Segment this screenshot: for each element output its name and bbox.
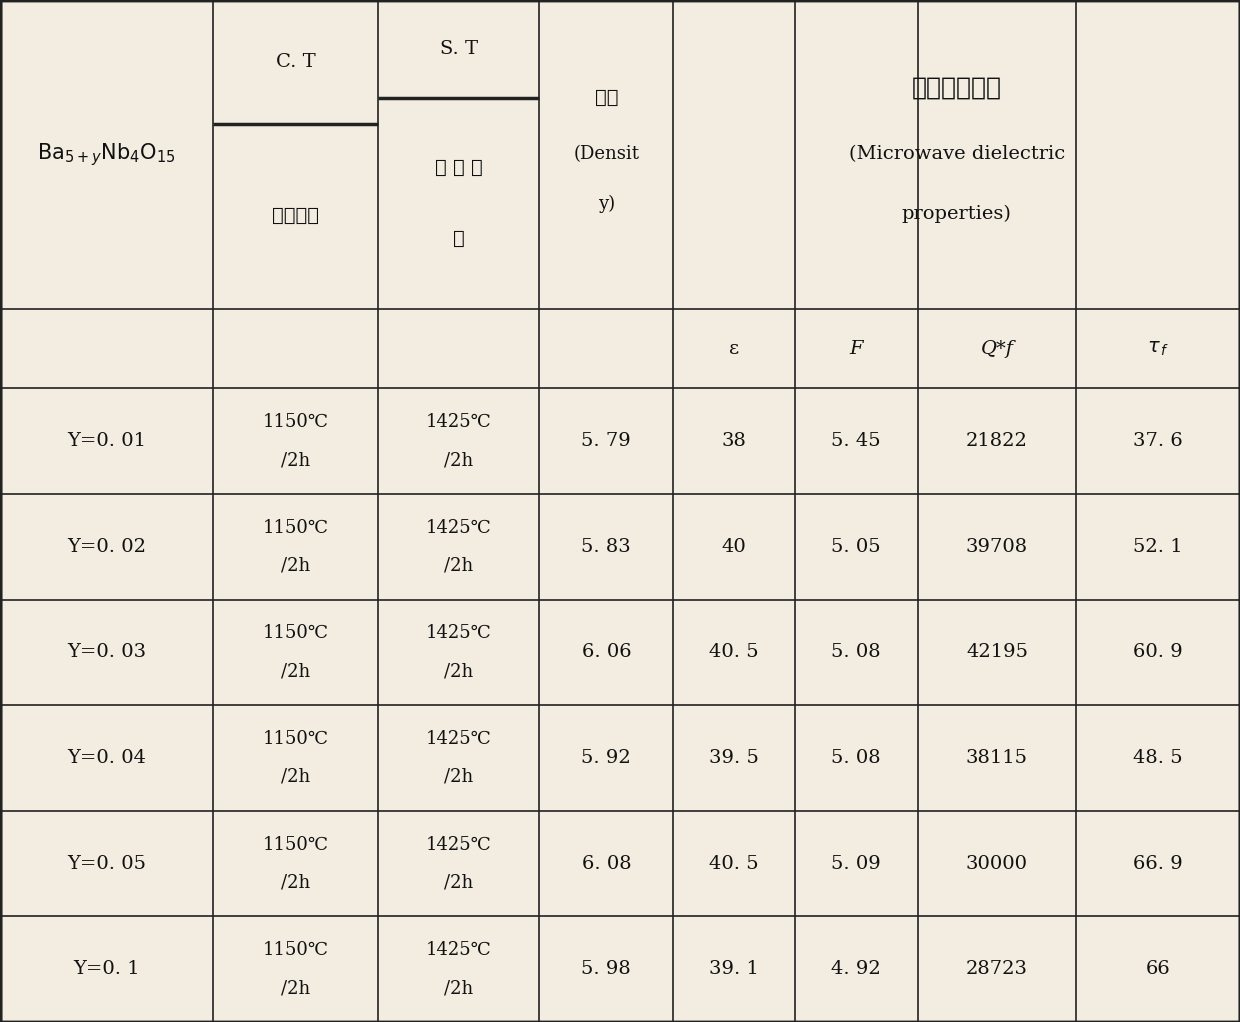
Text: 5. 98: 5. 98 [582, 961, 631, 978]
Text: /2h: /2h [281, 874, 310, 891]
Text: y): y) [598, 194, 615, 213]
Text: 37. 6: 37. 6 [1133, 432, 1183, 450]
Text: 38115: 38115 [966, 749, 1028, 766]
Text: 5. 08: 5. 08 [831, 749, 882, 766]
Text: 66. 9: 66. 9 [1133, 854, 1183, 873]
Text: 1425℃: 1425℃ [425, 730, 492, 748]
Text: /2h: /2h [444, 874, 474, 891]
Text: 煅烧温度: 煅烧温度 [273, 207, 319, 225]
Text: /2h: /2h [444, 979, 474, 997]
Text: /2h: /2h [444, 662, 474, 681]
Text: 48. 5: 48. 5 [1133, 749, 1183, 766]
Text: C. T: C. T [275, 53, 316, 71]
Text: 6. 06: 6. 06 [582, 644, 631, 661]
Text: $\mathrm{Ba}_{5+y}\mathrm{Nb}_{4}\mathrm{O}_{15}$: $\mathrm{Ba}_{5+y}\mathrm{Nb}_{4}\mathrm… [37, 141, 176, 168]
Text: 1425℃: 1425℃ [425, 413, 492, 431]
Text: 4. 92: 4. 92 [831, 961, 882, 978]
Text: 21822: 21822 [966, 432, 1028, 450]
Text: 38: 38 [722, 432, 746, 450]
Text: /2h: /2h [444, 557, 474, 574]
Text: /2h: /2h [281, 557, 310, 574]
Text: 1150℃: 1150℃ [263, 941, 329, 960]
Text: 6. 08: 6. 08 [582, 854, 631, 873]
Text: 1150℃: 1150℃ [263, 413, 329, 431]
Text: 1150℃: 1150℃ [263, 836, 329, 853]
Text: 5. 83: 5. 83 [582, 538, 631, 556]
Text: 66: 66 [1146, 961, 1171, 978]
Text: 40. 5: 40. 5 [709, 644, 759, 661]
Text: 39. 5: 39. 5 [709, 749, 759, 766]
Text: 60. 9: 60. 9 [1133, 644, 1183, 661]
Text: 5. 79: 5. 79 [582, 432, 631, 450]
Text: /2h: /2h [444, 768, 474, 786]
Text: 39. 1: 39. 1 [709, 961, 759, 978]
Text: 密度: 密度 [595, 89, 618, 107]
Text: /2h: /2h [281, 662, 310, 681]
Text: /2h: /2h [444, 451, 474, 469]
Text: 28723: 28723 [966, 961, 1028, 978]
Text: /2h: /2h [281, 451, 310, 469]
Text: 40: 40 [722, 538, 746, 556]
Text: 5. 92: 5. 92 [582, 749, 631, 766]
Text: /2h: /2h [281, 768, 310, 786]
Text: 1425℃: 1425℃ [425, 519, 492, 537]
Text: /2h: /2h [281, 979, 310, 997]
Text: Y=0. 03: Y=0. 03 [67, 644, 146, 661]
Text: 烧 结 温: 烧 结 温 [435, 158, 482, 177]
Text: ε: ε [729, 339, 739, 358]
Text: 42195: 42195 [966, 644, 1028, 661]
Text: 微波介电性质: 微波介电性质 [911, 77, 1002, 99]
Text: properties): properties) [901, 204, 1012, 223]
Text: 1425℃: 1425℃ [425, 624, 492, 643]
Text: 1150℃: 1150℃ [263, 519, 329, 537]
Text: Y=0. 1: Y=0. 1 [73, 961, 140, 978]
Text: Q*f: Q*f [981, 339, 1013, 358]
Text: $\tau_{\,f}$: $\tau_{\,f}$ [1147, 339, 1169, 358]
Text: (Densit: (Densit [573, 145, 640, 164]
Text: 40. 5: 40. 5 [709, 854, 759, 873]
Text: 5. 08: 5. 08 [831, 644, 882, 661]
Text: 5. 45: 5. 45 [831, 432, 882, 450]
Text: 1425℃: 1425℃ [425, 836, 492, 853]
Text: Y=0. 04: Y=0. 04 [67, 749, 146, 766]
Text: (Microwave dielectric: (Microwave dielectric [848, 145, 1065, 164]
Text: Y=0. 01: Y=0. 01 [67, 432, 146, 450]
Text: 度: 度 [453, 230, 465, 248]
Text: 5. 05: 5. 05 [831, 538, 882, 556]
Text: 52. 1: 52. 1 [1133, 538, 1183, 556]
Text: F: F [849, 339, 863, 358]
Text: 39708: 39708 [966, 538, 1028, 556]
Text: Y=0. 02: Y=0. 02 [67, 538, 146, 556]
Text: S. T: S. T [440, 40, 477, 58]
Text: 30000: 30000 [966, 854, 1028, 873]
Text: 1150℃: 1150℃ [263, 624, 329, 643]
Text: 1425℃: 1425℃ [425, 941, 492, 960]
Text: Y=0. 05: Y=0. 05 [67, 854, 146, 873]
Text: 5. 09: 5. 09 [831, 854, 882, 873]
Text: 1150℃: 1150℃ [263, 730, 329, 748]
